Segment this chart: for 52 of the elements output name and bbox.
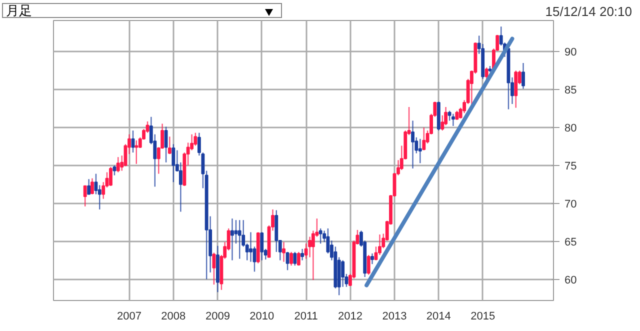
candlestick (522, 62, 525, 90)
candlestick (366, 254, 370, 276)
candlestick (116, 156, 120, 173)
candlestick (172, 144, 176, 183)
candlestick (293, 251, 297, 266)
x-tick-label: 2013 (382, 310, 407, 322)
candlestick (286, 251, 290, 271)
x-tick-label: 2014 (426, 310, 451, 322)
candlestick (282, 241, 286, 262)
candlestick (455, 110, 459, 121)
candlestick (451, 113, 455, 127)
y-tick-label: 80 (564, 122, 577, 134)
x-tick-label: 2012 (338, 310, 362, 322)
x-tick-label: 2009 (205, 310, 230, 322)
text: 月足 (2, 3, 282, 19)
candlestick (422, 126, 426, 151)
candlestick (296, 251, 300, 266)
candlestick (87, 178, 91, 195)
candlestick (418, 138, 422, 164)
y-tick-label: 65 (564, 236, 577, 248)
candlestick (238, 219, 242, 260)
candlestick (318, 228, 322, 244)
candlestick (230, 218, 234, 261)
candlestick (234, 219, 238, 244)
x-tick-label: 2008 (161, 310, 186, 322)
candlestick (109, 166, 112, 187)
candlestick (300, 248, 304, 261)
y-tick-label: 90 (564, 46, 577, 59)
x-tick-label: 2011 (294, 310, 318, 322)
candlestick (341, 260, 345, 288)
y-tick-label: 70 (564, 198, 577, 210)
candlestick (168, 136, 172, 155)
x-tick-label: 2015 (470, 310, 496, 322)
candlestick (290, 251, 293, 266)
candlestick (411, 120, 414, 170)
candlestick (308, 236, 312, 258)
candlestick (83, 185, 87, 208)
candlestick (370, 252, 374, 265)
candlestick (212, 252, 216, 286)
y-tick-label: 60 (564, 274, 577, 286)
text: 15/12/14 20:10 (544, 3, 632, 21)
candlestick (194, 132, 198, 146)
x-tick-label: 2007 (117, 310, 142, 322)
candlestick (134, 140, 138, 165)
candlestick (514, 70, 518, 108)
candlestick (90, 178, 94, 195)
candlestick (484, 66, 488, 82)
y-tick-label: 75 (564, 160, 577, 172)
candlestick (260, 232, 264, 261)
y-tick-label: 85 (564, 84, 577, 97)
candlestick (249, 232, 252, 262)
x-tick-label: 2010 (250, 310, 274, 322)
